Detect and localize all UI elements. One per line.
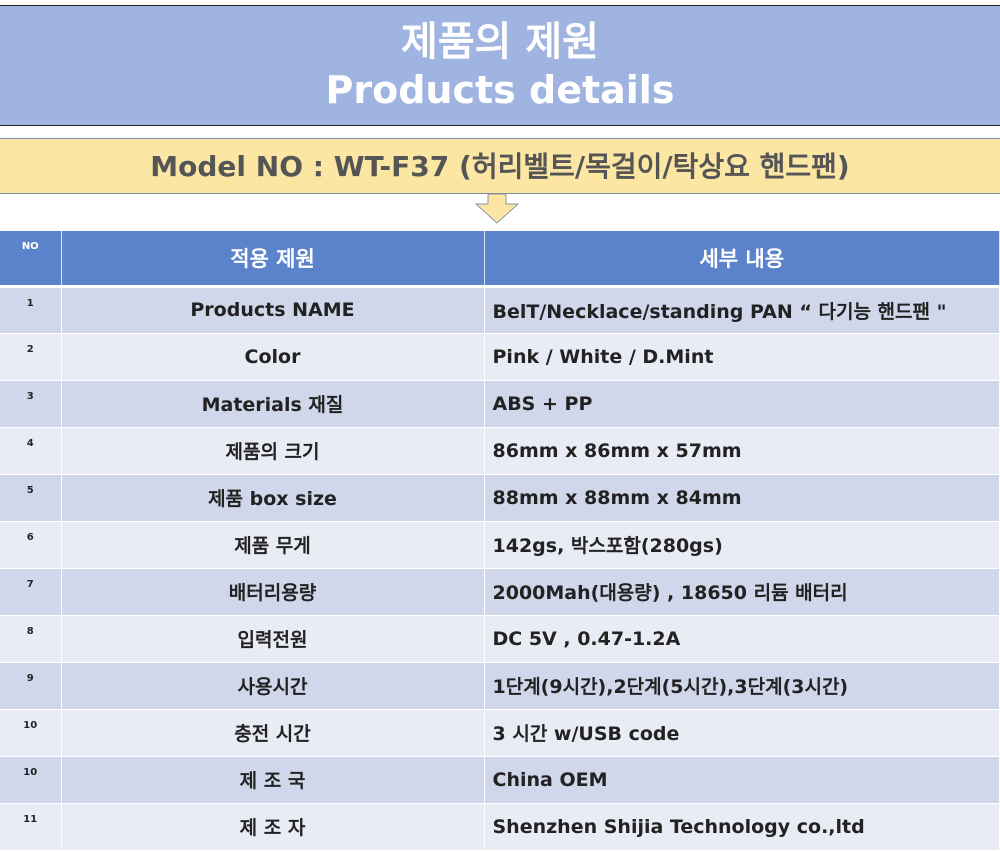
table-row: 7 배터리용량 2000Mah(대용량) , 18650 리듐 배터리 — [0, 568, 1000, 616]
title-banner: 제품의 제원 Products details — [0, 5, 1000, 126]
header-detail: 세부 내용 — [484, 231, 1000, 288]
spec-value: 88mm x 88mm x 84mm — [484, 474, 1000, 522]
table-header: NO 적용 제원 세부 내용 — [0, 231, 1000, 288]
table-row: 8 입력전원 DC 5V , 0.47-1.2A — [0, 615, 1000, 663]
header-no: NO — [0, 231, 62, 288]
row-number: 8 — [0, 615, 62, 663]
spec-name: 제품 무게 — [61, 521, 485, 569]
spec-value: DC 5V , 0.47-1.2A — [484, 615, 1000, 663]
spec-value: Pink / White / D.Mint — [484, 333, 1000, 381]
row-number: 10 — [0, 756, 62, 804]
spec-name: 제품 box size — [61, 474, 485, 522]
spec-table: NO 적용 제원 세부 내용 1 Products NAME BelT/Neckla… — [0, 231, 1000, 851]
table-row: 3 Materials 재질 ABS + PP — [0, 380, 1000, 428]
row-number: 7 — [0, 568, 62, 616]
spec-name: Products NAME — [61, 286, 485, 334]
spec-name: 제 조 국 — [61, 756, 485, 804]
table-row: 10 제 조 국 China OEM — [0, 756, 1000, 804]
table-row: 4 제품의 크기 86mm x 86mm x 57mm — [0, 427, 1000, 475]
row-number: 2 — [0, 333, 62, 381]
spec-value: 3 시간 w/USB code — [484, 709, 1000, 757]
table-row: 9 사용시간 1단계(9시간),2단계(5시간),3단계(3시간) — [0, 662, 1000, 710]
down-arrow-icon — [474, 194, 520, 224]
table-row: 6 제품 무게 142gs, 박스포함(280gs) — [0, 521, 1000, 569]
row-number: 10 — [0, 709, 62, 757]
spec-name: Color — [61, 333, 485, 381]
table-row: 5 제품 box size 88mm x 88mm x 84mm — [0, 474, 1000, 522]
table-row: 1 Products NAME BelT/Necklace/standing PAN… — [0, 286, 1000, 334]
spec-name: 제품의 크기 — [61, 427, 485, 475]
row-number: 4 — [0, 427, 62, 475]
row-number: 3 — [0, 380, 62, 428]
spec-name: 사용시간 — [61, 662, 485, 710]
spec-name: 입력전원 — [61, 615, 485, 663]
spec-value: BelT/Necklace/standing PAN “ 다기능 핸드팬 " — [484, 286, 1000, 334]
title-korean: 제품의 제원 — [401, 19, 599, 65]
row-number: 5 — [0, 474, 62, 522]
spec-value: 142gs, 박스포함(280gs) — [484, 521, 1000, 569]
row-number: 1 — [0, 286, 62, 334]
header-spec: 적용 제원 — [61, 231, 485, 288]
row-number: 9 — [0, 662, 62, 710]
spec-name: 충전 시간 — [61, 709, 485, 757]
row-number: 6 — [0, 521, 62, 569]
spec-value: 2000Mah(대용량) , 18650 리듐 배터리 — [484, 568, 1000, 616]
spec-value: 86mm x 86mm x 57mm — [484, 427, 1000, 475]
spec-value: 1단계(9시간),2단계(5시간),3단계(3시간) — [484, 662, 1000, 710]
table-row: 10 충전 시간 3 시간 w/USB code — [0, 709, 1000, 757]
spec-name: 배터리용량 — [61, 568, 485, 616]
spec-value: Shenzhen Shijia Technology co.,ltd — [484, 803, 1000, 851]
table-row: 11 제 조 자 Shenzhen Shijia Technology co.,lt… — [0, 803, 1000, 851]
row-number: 11 — [0, 803, 62, 851]
table-row: 2 Color Pink / White / D.Mint — [0, 333, 1000, 381]
title-english: Products details — [325, 68, 675, 112]
spec-name: 제 조 자 — [61, 803, 485, 851]
spec-value: ABS + PP — [484, 380, 1000, 428]
spec-value: China OEM — [484, 756, 1000, 804]
model-number-banner: Model NO : WT-F37 (허리벨트/목걸이/탁상요 핸드팬) — [0, 138, 1000, 194]
spec-name: Materials 재질 — [61, 380, 485, 428]
